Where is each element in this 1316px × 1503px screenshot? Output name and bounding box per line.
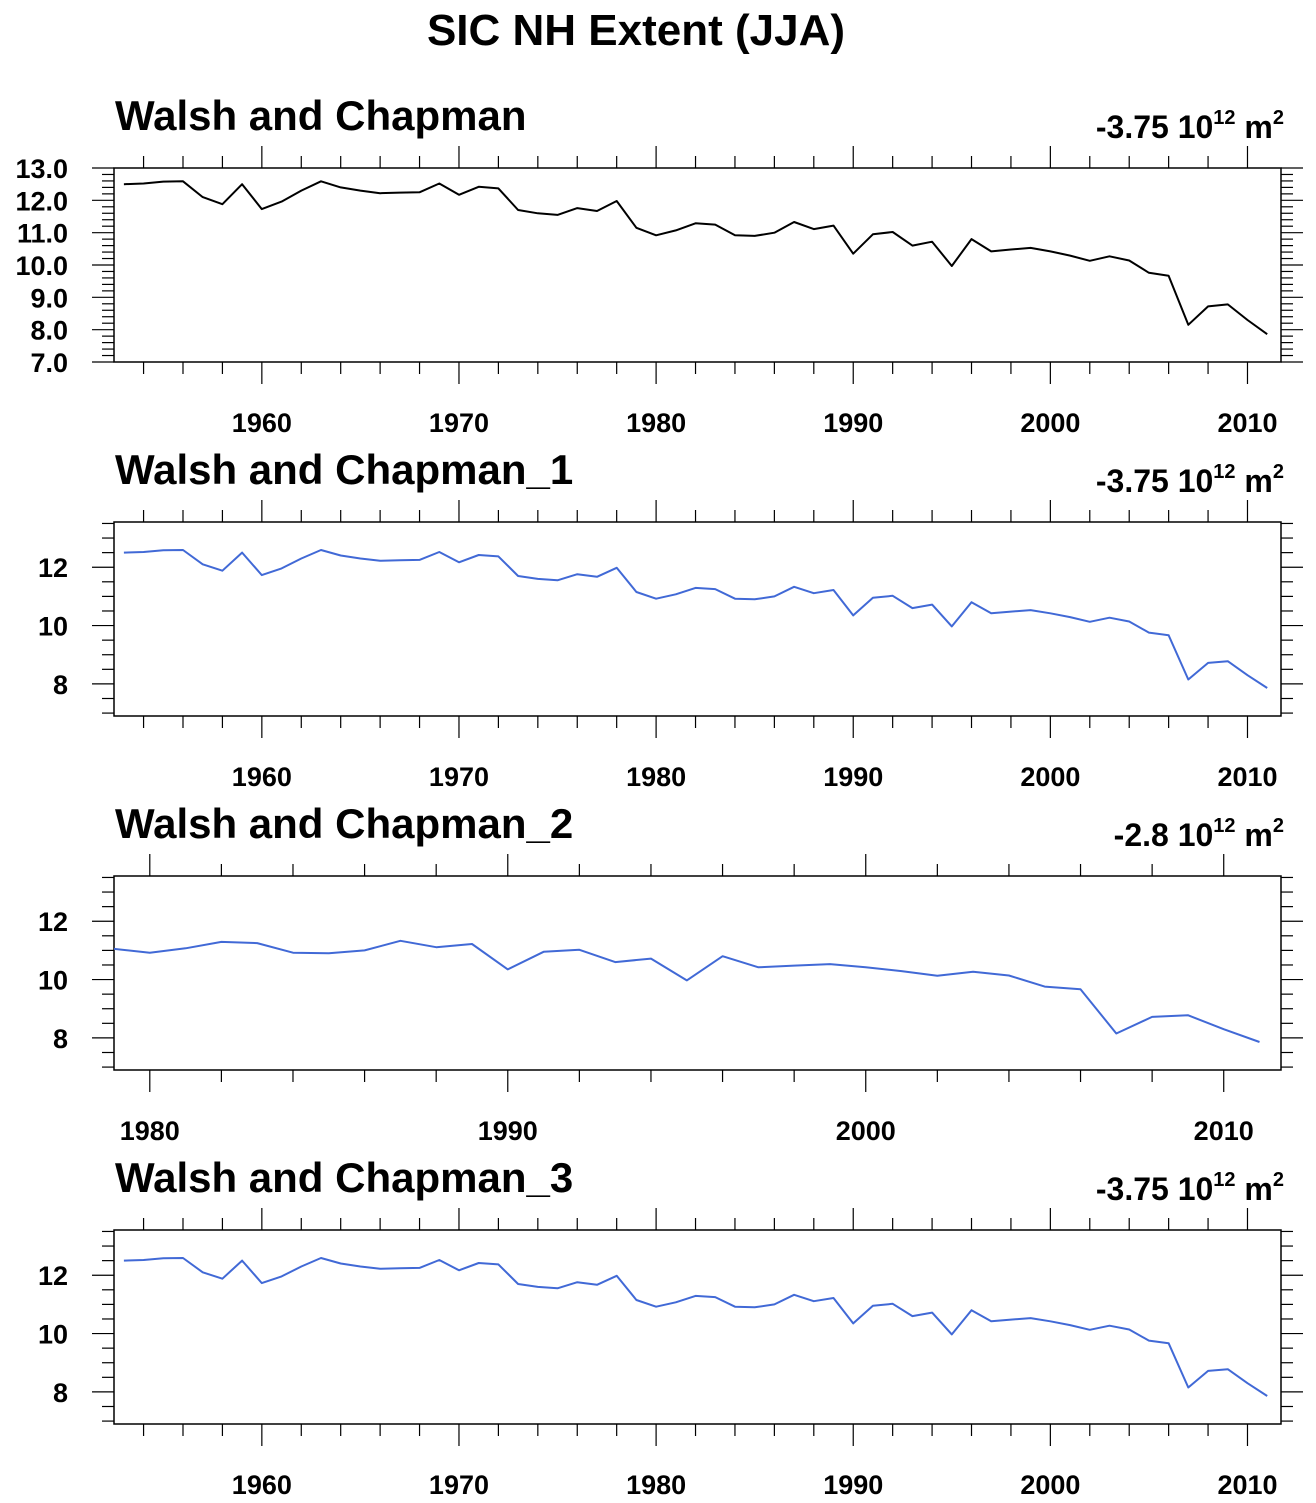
y-tick-label: 8.0 [30,316,68,346]
y-tick-label: 10 [38,966,68,996]
x-tick-label: 2000 [1020,1470,1080,1500]
trend-value: -3.75 [1096,463,1178,499]
trend-exponent: 12 [1213,461,1235,483]
trend-label: -3.75 1012 m2 [1096,107,1284,145]
trend-exponent: 12 [1213,107,1235,129]
series-line [123,1257,1268,1397]
x-tick-label: 1990 [823,1470,883,1500]
x-tick-label: 1990 [823,408,883,438]
trend-unit-exponent: 2 [1273,107,1284,129]
y-tick-label: 9.0 [30,283,68,313]
x-tick-label: 2010 [1194,1116,1254,1146]
y-tick-label: 12 [38,907,68,937]
x-tick-label: 1970 [429,408,489,438]
trend-unit: m [1236,109,1273,145]
trend-unit-exponent: 2 [1273,461,1284,483]
x-tick-label: 1970 [429,1470,489,1500]
panel-title: Walsh and Chapman_3 [115,1154,573,1201]
panel-1: Walsh and Chapman -3.75 1012 m2 1960 1970 19… [15,92,1303,438]
x-tick-label: 2000 [1020,762,1080,792]
trend-unit-exponent: 2 [1273,1169,1284,1191]
y-tick-label: 12.0 [15,186,68,216]
x-tick-label: 2000 [1020,408,1080,438]
x-tick-label: 1980 [120,1116,180,1146]
series-line [123,180,1268,336]
trend-base: 10 [1178,817,1214,853]
y-tick-label: 11.0 [17,219,68,249]
trend-exponent: 12 [1213,1169,1235,1191]
trend-unit: m [1236,1171,1273,1207]
x-tick-label: 1990 [478,1116,538,1146]
y-tick-label: 7.0 [30,348,68,378]
y-tick-label: 12 [38,1261,68,1291]
trend-label: -2.8 1012 m2 [1114,815,1284,853]
trend-unit-exponent: 2 [1273,815,1284,837]
y-tick-label: 10.0 [15,251,68,281]
x-tick-label: 1960 [232,1470,292,1500]
plot-frame [113,521,1282,717]
trend-label: -3.75 1012 m2 [1096,461,1284,499]
x-tick-label: 1980 [626,762,686,792]
series-line [114,939,1260,1043]
y-tick-label: 12 [38,553,68,583]
panel-title: Walsh and Chapman_2 [115,800,573,847]
trend-unit: m [1236,817,1273,853]
plot-frame [113,1229,1282,1425]
panel-title: Walsh and Chapman [115,92,527,139]
x-tick-label: 1980 [626,1470,686,1500]
trend-value: -2.8 [1114,817,1178,853]
y-tick-label: 8 [53,670,68,700]
x-tick-label: 1960 [232,762,292,792]
series-line [123,549,1268,689]
plot-frame [113,875,1282,1071]
trend-base: 10 [1178,1171,1214,1207]
panel-title: Walsh and Chapman_1 [115,446,573,493]
y-tick-label: 10 [38,1320,68,1350]
trend-label: -3.75 1012 m2 [1096,1169,1284,1207]
x-tick-label: 2010 [1217,1470,1277,1500]
x-tick-label: 2010 [1217,408,1277,438]
trend-base: 10 [1178,109,1214,145]
trend-value: -3.75 [1096,1171,1178,1207]
y-tick-label: 13.0 [15,154,68,184]
y-tick-label: 8 [53,1378,68,1408]
x-tick-label: 1980 [626,408,686,438]
trend-value: -3.75 [1096,109,1178,145]
x-tick-label: 2010 [1217,762,1277,792]
figure-title: SIC NH Extent (JJA) [427,6,845,55]
x-tick-label: 2000 [836,1116,896,1146]
y-tick-label: 10 [38,612,68,642]
trend-exponent: 12 [1213,815,1235,837]
x-tick-label: 1990 [823,762,883,792]
x-tick-label: 1970 [429,762,489,792]
trend-unit: m [1236,463,1273,499]
trend-base: 10 [1178,463,1214,499]
x-tick-label: 1960 [232,408,292,438]
y-tick-label: 8 [53,1024,68,1054]
